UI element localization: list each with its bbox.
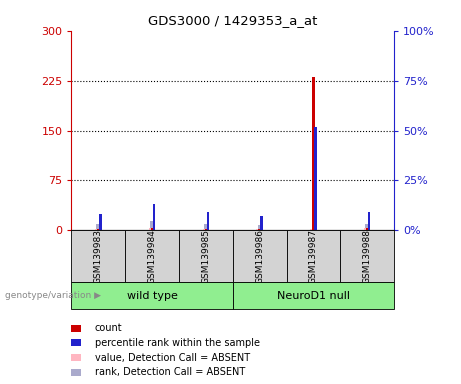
Bar (150, 221, 154, 230)
Bar (204, 224, 208, 230)
Text: rank, Detection Call = ABSENT: rank, Detection Call = ABSENT (95, 367, 245, 377)
Bar (366, 228, 368, 230)
Bar (153, 204, 155, 230)
Bar (97, 229, 100, 230)
Bar (179, 230, 233, 282)
Bar (99, 214, 101, 230)
Bar (256, 229, 259, 230)
Text: count: count (95, 323, 122, 333)
Bar (340, 230, 394, 282)
Bar (203, 229, 205, 230)
Text: genotype/variation ▶: genotype/variation ▶ (5, 291, 100, 300)
Text: percentile rank within the sample: percentile rank within the sample (95, 338, 260, 348)
Text: NeuroD1 null: NeuroD1 null (277, 291, 350, 301)
Bar (258, 225, 262, 230)
Bar (260, 217, 263, 230)
Bar (364, 228, 366, 230)
Text: GSM139984: GSM139984 (148, 229, 157, 284)
Bar (205, 229, 207, 230)
Bar (310, 229, 313, 230)
Text: GSM139985: GSM139985 (201, 229, 210, 284)
Bar (365, 224, 369, 230)
Bar (314, 127, 317, 230)
Text: GSM139986: GSM139986 (255, 229, 264, 284)
Bar (149, 228, 152, 230)
Bar (259, 229, 261, 230)
Bar (95, 229, 98, 230)
Title: GDS3000 / 1429353_a_at: GDS3000 / 1429353_a_at (148, 14, 318, 27)
Bar (287, 230, 340, 282)
Bar (96, 224, 100, 230)
Bar (368, 212, 371, 230)
Bar (71, 230, 125, 282)
Text: wild type: wild type (127, 291, 177, 301)
Bar (233, 230, 287, 282)
Bar (312, 77, 315, 230)
Bar (207, 212, 209, 230)
Bar (151, 228, 154, 230)
Bar (312, 228, 315, 230)
Text: GSM139983: GSM139983 (94, 229, 103, 284)
Text: value, Detection Call = ABSENT: value, Detection Call = ABSENT (95, 353, 249, 362)
Text: GSM139987: GSM139987 (309, 229, 318, 284)
Bar (125, 230, 179, 282)
Bar (71, 282, 233, 309)
Bar (233, 282, 394, 309)
Text: GSM139988: GSM139988 (363, 229, 372, 284)
